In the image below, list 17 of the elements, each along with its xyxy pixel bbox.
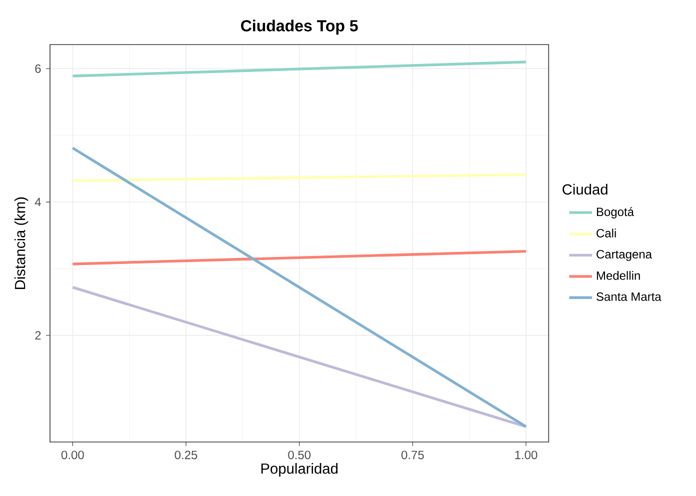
x-tick-label: 0.50	[288, 450, 311, 460]
chart-title: Ciudades Top 5	[241, 20, 358, 35]
x-tick-label: 1.00	[515, 450, 538, 460]
x-tick-label: 0.75	[401, 450, 424, 460]
y-tick-label: 6	[35, 64, 41, 73]
y-axis-title: Distancia (km)	[14, 197, 28, 289]
x-tick-label: 0.00	[61, 450, 84, 460]
y-tick-label: 4	[34, 198, 41, 206]
legend-label: Bogotá	[596, 207, 634, 218]
legend-title: Ciudad	[562, 184, 608, 195]
x-tick-label: 0.25	[174, 450, 198, 460]
y-tick-label: 2	[35, 331, 41, 340]
legend-label: Cartagena	[596, 250, 652, 261]
x-axis-title: Popularidad	[261, 463, 338, 477]
legend-label: Cali	[596, 228, 616, 238]
legend-label: Medellin	[596, 271, 640, 280]
legend-label: Santa Marta	[596, 292, 662, 301]
